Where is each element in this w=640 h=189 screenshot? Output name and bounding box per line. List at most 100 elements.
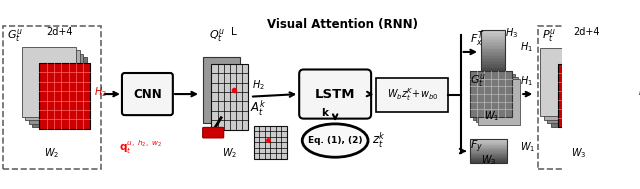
FancyBboxPatch shape [481,61,506,62]
FancyBboxPatch shape [481,68,506,70]
FancyBboxPatch shape [481,42,506,43]
Text: $P_t^u$: $P_t^u$ [542,27,556,44]
FancyBboxPatch shape [481,64,506,65]
FancyBboxPatch shape [33,57,87,127]
Text: $W_1$: $W_1$ [520,140,536,154]
FancyBboxPatch shape [476,77,518,122]
Text: $H_2$: $H_2$ [94,85,107,99]
Text: $H_1$: $H_1$ [520,41,533,54]
FancyBboxPatch shape [470,139,507,140]
Text: 2d+4: 2d+4 [47,27,73,37]
Text: Eq. (1), (2): Eq. (1), (2) [308,136,362,145]
FancyBboxPatch shape [470,140,507,141]
FancyBboxPatch shape [253,126,287,159]
FancyBboxPatch shape [26,50,80,120]
Text: $G_t^u$: $G_t^u$ [470,72,486,89]
FancyBboxPatch shape [481,53,506,55]
FancyBboxPatch shape [478,79,520,125]
FancyBboxPatch shape [481,46,506,48]
FancyBboxPatch shape [481,59,506,61]
FancyBboxPatch shape [470,71,513,117]
FancyBboxPatch shape [211,64,248,130]
FancyBboxPatch shape [481,70,506,71]
Text: $W_b z_t^K\!+\!w_{b0}$: $W_b z_t^K\!+\!w_{b0}$ [387,87,438,103]
FancyBboxPatch shape [481,48,506,49]
Text: Visual Attention (RNN): Visual Attention (RNN) [267,18,418,31]
Text: $H_1$: $H_1$ [520,74,533,88]
FancyBboxPatch shape [481,50,506,52]
FancyBboxPatch shape [470,147,507,148]
FancyBboxPatch shape [470,159,507,160]
FancyBboxPatch shape [470,145,507,146]
FancyBboxPatch shape [473,74,515,119]
Text: $W_3$: $W_3$ [572,146,587,160]
FancyBboxPatch shape [470,157,507,158]
FancyBboxPatch shape [481,67,506,68]
FancyBboxPatch shape [481,58,506,59]
FancyBboxPatch shape [481,72,506,74]
FancyBboxPatch shape [481,43,506,45]
FancyBboxPatch shape [481,71,506,72]
FancyBboxPatch shape [481,37,506,39]
FancyBboxPatch shape [481,33,506,34]
Text: L: L [231,27,237,37]
FancyBboxPatch shape [299,70,371,119]
Ellipse shape [302,124,368,157]
FancyBboxPatch shape [481,56,506,58]
Text: $F_x^T$: $F_x^T$ [470,29,484,49]
FancyBboxPatch shape [481,65,506,67]
FancyBboxPatch shape [481,40,506,42]
FancyBboxPatch shape [544,51,596,119]
FancyBboxPatch shape [470,156,507,157]
FancyBboxPatch shape [22,47,76,117]
FancyBboxPatch shape [481,34,506,36]
FancyBboxPatch shape [376,78,449,112]
FancyBboxPatch shape [470,153,507,154]
FancyBboxPatch shape [481,45,506,46]
Text: $F_y$: $F_y$ [470,139,483,155]
FancyBboxPatch shape [470,142,507,143]
Text: $A_t^k$: $A_t^k$ [250,98,267,118]
FancyBboxPatch shape [481,39,506,40]
FancyBboxPatch shape [470,148,507,149]
FancyBboxPatch shape [470,143,507,144]
Text: $W_2$: $W_2$ [44,146,60,160]
FancyBboxPatch shape [481,62,506,64]
FancyBboxPatch shape [29,54,83,124]
FancyBboxPatch shape [470,151,507,152]
FancyBboxPatch shape [551,58,604,126]
FancyBboxPatch shape [470,158,507,159]
Text: $W_3$: $W_3$ [481,153,497,167]
Text: k: k [321,108,328,118]
FancyBboxPatch shape [122,73,173,115]
FancyBboxPatch shape [481,36,506,37]
FancyBboxPatch shape [470,155,507,156]
FancyBboxPatch shape [470,162,507,163]
FancyBboxPatch shape [481,49,506,50]
Text: LSTM: LSTM [315,88,355,101]
FancyBboxPatch shape [558,64,607,127]
FancyBboxPatch shape [470,150,507,151]
FancyBboxPatch shape [203,127,224,138]
Text: $W_1$: $W_1$ [484,109,499,123]
FancyBboxPatch shape [470,161,507,162]
FancyBboxPatch shape [470,71,513,117]
FancyBboxPatch shape [470,149,507,150]
FancyBboxPatch shape [203,57,239,123]
FancyBboxPatch shape [481,32,506,33]
FancyBboxPatch shape [470,152,507,153]
FancyBboxPatch shape [470,160,507,161]
FancyBboxPatch shape [470,144,507,145]
FancyBboxPatch shape [481,30,506,32]
Text: $G_t^u$: $G_t^u$ [7,27,23,44]
Text: $H_3$: $H_3$ [638,85,640,99]
FancyBboxPatch shape [540,48,593,116]
Text: $W_2$: $W_2$ [222,146,237,160]
Text: CNN: CNN [133,88,162,101]
FancyBboxPatch shape [481,52,506,53]
FancyBboxPatch shape [481,55,506,56]
Text: $H_3$: $H_3$ [506,26,518,40]
Text: $Q_t^u$: $Q_t^u$ [209,27,225,44]
FancyBboxPatch shape [547,55,600,123]
Text: $\mathbf{q}_t^{u,\ h_2,\ w_2}$: $\mathbf{q}_t^{u,\ h_2,\ w_2}$ [119,138,162,156]
